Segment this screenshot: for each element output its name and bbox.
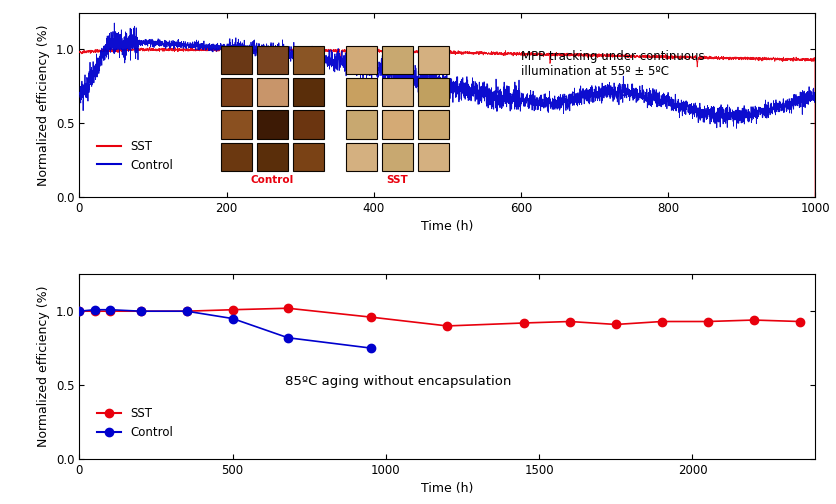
Legend: SST, Control: SST, Control [93,135,178,176]
Text: MPP tracking under continuous
illumination at 55º ± 5ºC: MPP tracking under continuous illuminati… [521,50,705,78]
Text: 85ºC aging without encapsulation: 85ºC aging without encapsulation [285,375,512,388]
Legend: SST, Control: SST, Control [93,402,178,444]
Y-axis label: Normalized efficiency (%): Normalized efficiency (%) [38,24,50,185]
Y-axis label: Normalized efficiency (%): Normalized efficiency (%) [38,286,50,447]
X-axis label: Time (h): Time (h) [421,482,473,495]
X-axis label: Time (h): Time (h) [421,220,473,233]
